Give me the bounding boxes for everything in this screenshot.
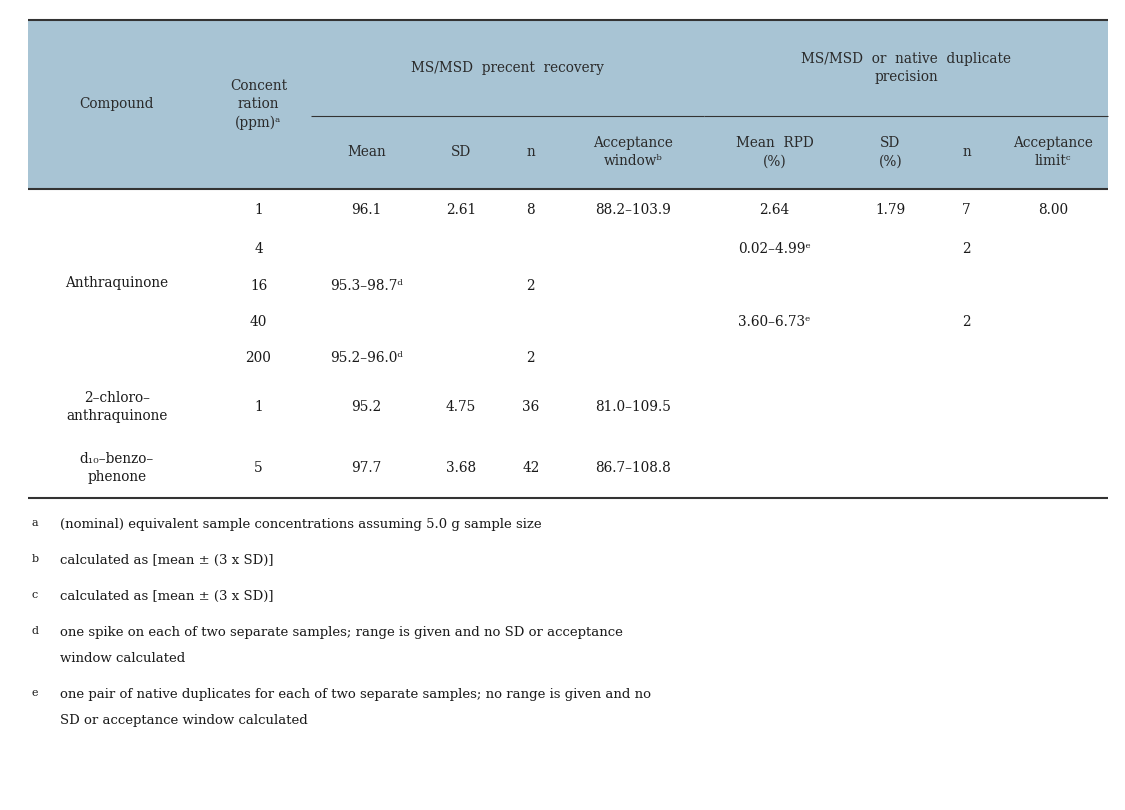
Text: Anthraquinone: Anthraquinone	[65, 275, 169, 290]
Text: 5: 5	[254, 461, 263, 475]
Text: SD
(%): SD (%)	[879, 136, 902, 168]
Text: 2: 2	[962, 242, 971, 256]
Text: 1: 1	[254, 400, 263, 414]
Text: 1: 1	[254, 202, 263, 217]
Text: 0.02–4.99ᵉ: 0.02–4.99ᵉ	[738, 242, 811, 256]
Text: d₁₀–benzo–
phenone: d₁₀–benzo– phenone	[80, 452, 154, 484]
Text: 1.79: 1.79	[875, 202, 906, 217]
Text: 200: 200	[245, 352, 271, 365]
Text: c: c	[32, 590, 38, 600]
Text: Compound: Compound	[80, 97, 154, 112]
Text: 3.60–6.73ᵉ: 3.60–6.73ᵉ	[738, 315, 811, 329]
Text: 36: 36	[522, 400, 540, 414]
Text: Acceptance
windowᵇ: Acceptance windowᵇ	[593, 136, 673, 168]
Text: 3.68: 3.68	[446, 461, 476, 475]
Bar	[28, 116, 1108, 189]
Text: one spike on each of two separate samples; range is given and no SD or acceptanc: one spike on each of two separate sample…	[60, 626, 622, 639]
Text: (nominal) equivalent sample concentrations assuming 5.0 g sample size: (nominal) equivalent sample concentratio…	[60, 518, 541, 531]
Text: 4.75: 4.75	[446, 400, 476, 414]
Text: n: n	[526, 145, 536, 160]
Text: 95.3–98.7ᵈ: 95.3–98.7ᵈ	[330, 279, 403, 292]
Text: 2.64: 2.64	[759, 202, 790, 217]
Text: e: e	[32, 688, 38, 698]
Text: SD or acceptance window calculated: SD or acceptance window calculated	[60, 714, 307, 727]
Text: 2–chloro–
anthraquinone: 2–chloro– anthraquinone	[66, 391, 168, 424]
Text: 96.1: 96.1	[351, 202, 381, 217]
Text: SD: SD	[451, 145, 471, 160]
Text: a: a	[32, 518, 38, 528]
Text: 81.0–109.5: 81.0–109.5	[595, 400, 670, 414]
Text: 8: 8	[526, 202, 536, 217]
Text: 97.7: 97.7	[351, 461, 381, 475]
Text: 95.2: 95.2	[351, 400, 381, 414]
Text: Mean  RPD
(%): Mean RPD (%)	[736, 136, 813, 168]
Text: n: n	[962, 145, 971, 160]
Text: 7: 7	[962, 202, 971, 217]
Text: MS/MSD  or  native  duplicate
precision: MS/MSD or native duplicate precision	[801, 52, 1011, 84]
Text: 2.61: 2.61	[446, 202, 476, 217]
Text: Mean: Mean	[348, 145, 386, 160]
Text: 16: 16	[250, 279, 267, 292]
Text: 2: 2	[526, 279, 536, 292]
Text: 2: 2	[962, 315, 971, 329]
Text: d: d	[32, 626, 38, 636]
Text: 40: 40	[250, 315, 268, 329]
Text: window calculated: window calculated	[60, 652, 184, 665]
Text: one pair of native duplicates for each of two separate samples; no range is give: one pair of native duplicates for each o…	[60, 688, 650, 701]
Text: 42: 42	[522, 461, 540, 475]
Bar	[28, 20, 1108, 116]
Text: 95.2–96.0ᵈ: 95.2–96.0ᵈ	[330, 352, 403, 365]
Text: MS/MSD  precent  recovery: MS/MSD precent recovery	[411, 61, 604, 75]
Text: 88.2–103.9: 88.2–103.9	[595, 202, 670, 217]
Text: 2: 2	[526, 352, 536, 365]
Text: calculated as [mean ± (3 x SD)]: calculated as [mean ± (3 x SD)]	[60, 554, 273, 567]
Text: b: b	[32, 554, 38, 565]
Bar	[28, 20, 1108, 498]
Text: 8.00: 8.00	[1038, 202, 1068, 217]
Text: calculated as [mean ± (3 x SD)]: calculated as [mean ± (3 x SD)]	[60, 590, 273, 603]
Text: 4: 4	[254, 242, 263, 256]
Text: Acceptance
limitᶜ: Acceptance limitᶜ	[1012, 136, 1092, 168]
Text: Concent
ration
(ppm)ᵃ: Concent ration (ppm)ᵃ	[229, 79, 287, 130]
Text: 86.7–108.8: 86.7–108.8	[595, 461, 670, 475]
